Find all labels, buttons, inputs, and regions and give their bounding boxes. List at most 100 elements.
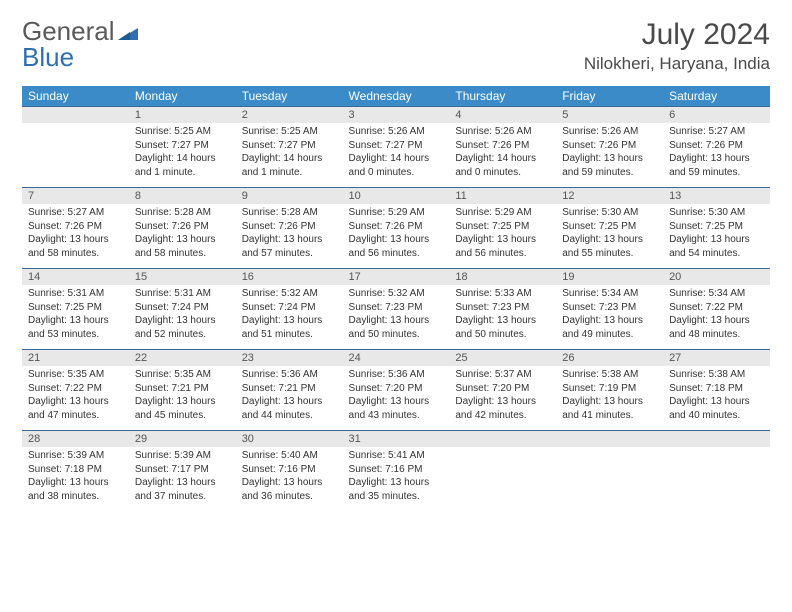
sunset-text: Sunset: 7:24 PM	[135, 301, 230, 315]
day-detail-cell: Sunrise: 5:27 AMSunset: 7:26 PMDaylight:…	[22, 204, 129, 269]
day-detail-cell: Sunrise: 5:26 AMSunset: 7:26 PMDaylight:…	[556, 123, 663, 188]
sunset-text: Sunset: 7:22 PM	[669, 301, 764, 315]
weekday-header: Thursday	[449, 86, 556, 107]
day-number-cell: 23	[236, 350, 343, 367]
day-number-cell: 18	[449, 269, 556, 286]
day-number-cell: 4	[449, 107, 556, 124]
daylight-text: Daylight: 14 hours	[242, 152, 337, 166]
daylight-text: Daylight: 13 hours	[349, 233, 444, 247]
sunrise-text: Sunrise: 5:25 AM	[135, 125, 230, 139]
sunrise-text: Sunrise: 5:39 AM	[28, 449, 123, 463]
daylight-text: Daylight: 13 hours	[242, 233, 337, 247]
daylight-text-2: and 55 minutes.	[562, 247, 657, 261]
sunset-text: Sunset: 7:21 PM	[242, 382, 337, 396]
sunrise-text: Sunrise: 5:25 AM	[242, 125, 337, 139]
day-number-cell: 16	[236, 269, 343, 286]
sunset-text: Sunset: 7:26 PM	[669, 139, 764, 153]
day-detail-cell: Sunrise: 5:39 AMSunset: 7:18 PMDaylight:…	[22, 447, 129, 511]
day-number-cell: 27	[663, 350, 770, 367]
sunset-text: Sunset: 7:24 PM	[242, 301, 337, 315]
sunrise-text: Sunrise: 5:33 AM	[455, 287, 550, 301]
day-detail-cell	[449, 447, 556, 511]
sunset-text: Sunset: 7:26 PM	[455, 139, 550, 153]
day-detail-cell: Sunrise: 5:27 AMSunset: 7:26 PMDaylight:…	[663, 123, 770, 188]
weekday-header: Friday	[556, 86, 663, 107]
sunrise-text: Sunrise: 5:39 AM	[135, 449, 230, 463]
daylight-text: Daylight: 13 hours	[669, 152, 764, 166]
daylight-text-2: and 40 minutes.	[669, 409, 764, 423]
sunrise-text: Sunrise: 5:37 AM	[455, 368, 550, 382]
day-detail-cell: Sunrise: 5:29 AMSunset: 7:25 PMDaylight:…	[449, 204, 556, 269]
sunrise-text: Sunrise: 5:27 AM	[669, 125, 764, 139]
daylight-text: Daylight: 13 hours	[135, 233, 230, 247]
sunrise-text: Sunrise: 5:34 AM	[562, 287, 657, 301]
month-title: July 2024	[584, 18, 770, 52]
daylight-text: Daylight: 13 hours	[562, 233, 657, 247]
daylight-text-2: and 35 minutes.	[349, 490, 444, 504]
sunrise-text: Sunrise: 5:35 AM	[28, 368, 123, 382]
weekday-header: Monday	[129, 86, 236, 107]
sunrise-text: Sunrise: 5:28 AM	[242, 206, 337, 220]
daylight-text-2: and 1 minute.	[242, 166, 337, 180]
daylight-text-2: and 45 minutes.	[135, 409, 230, 423]
sunrise-text: Sunrise: 5:36 AM	[349, 368, 444, 382]
daylight-text: Daylight: 13 hours	[28, 233, 123, 247]
day-number-row: 14151617181920	[22, 269, 770, 286]
sunset-text: Sunset: 7:17 PM	[135, 463, 230, 477]
sunrise-text: Sunrise: 5:31 AM	[28, 287, 123, 301]
day-number-cell: 22	[129, 350, 236, 367]
day-number-cell: 1	[129, 107, 236, 124]
sunset-text: Sunset: 7:21 PM	[135, 382, 230, 396]
day-number-cell: 20	[663, 269, 770, 286]
daylight-text-2: and 58 minutes.	[135, 247, 230, 261]
day-detail-cell: Sunrise: 5:30 AMSunset: 7:25 PMDaylight:…	[663, 204, 770, 269]
sunrise-text: Sunrise: 5:38 AM	[562, 368, 657, 382]
daylight-text: Daylight: 13 hours	[242, 314, 337, 328]
day-detail-cell: Sunrise: 5:25 AMSunset: 7:27 PMDaylight:…	[129, 123, 236, 188]
sunset-text: Sunset: 7:23 PM	[455, 301, 550, 315]
day-number-cell: 15	[129, 269, 236, 286]
day-number-row: 21222324252627	[22, 350, 770, 367]
sunrise-text: Sunrise: 5:30 AM	[562, 206, 657, 220]
day-detail-cell: Sunrise: 5:28 AMSunset: 7:26 PMDaylight:…	[236, 204, 343, 269]
daylight-text-2: and 48 minutes.	[669, 328, 764, 342]
daylight-text: Daylight: 13 hours	[28, 314, 123, 328]
daylight-text-2: and 38 minutes.	[28, 490, 123, 504]
day-number-cell: 10	[343, 188, 450, 205]
sunset-text: Sunset: 7:20 PM	[349, 382, 444, 396]
sunrise-text: Sunrise: 5:29 AM	[349, 206, 444, 220]
daylight-text-2: and 37 minutes.	[135, 490, 230, 504]
sunset-text: Sunset: 7:27 PM	[242, 139, 337, 153]
day-detail-cell: Sunrise: 5:32 AMSunset: 7:23 PMDaylight:…	[343, 285, 450, 350]
daylight-text: Daylight: 13 hours	[455, 233, 550, 247]
sunrise-text: Sunrise: 5:26 AM	[455, 125, 550, 139]
daylight-text: Daylight: 13 hours	[669, 233, 764, 247]
day-number-cell: 11	[449, 188, 556, 205]
day-number-cell: 30	[236, 431, 343, 448]
day-detail-cell: Sunrise: 5:41 AMSunset: 7:16 PMDaylight:…	[343, 447, 450, 511]
daylight-text-2: and 43 minutes.	[349, 409, 444, 423]
sunset-text: Sunset: 7:22 PM	[28, 382, 123, 396]
daylight-text: Daylight: 13 hours	[242, 395, 337, 409]
daylight-text-2: and 56 minutes.	[349, 247, 444, 261]
sunset-text: Sunset: 7:16 PM	[349, 463, 444, 477]
sunset-text: Sunset: 7:16 PM	[242, 463, 337, 477]
sunrise-text: Sunrise: 5:29 AM	[455, 206, 550, 220]
sunrise-text: Sunrise: 5:34 AM	[669, 287, 764, 301]
daylight-text-2: and 51 minutes.	[242, 328, 337, 342]
daylight-text-2: and 53 minutes.	[28, 328, 123, 342]
day-number-cell: 19	[556, 269, 663, 286]
daylight-text-2: and 0 minutes.	[349, 166, 444, 180]
sunrise-text: Sunrise: 5:30 AM	[669, 206, 764, 220]
daylight-text-2: and 1 minute.	[135, 166, 230, 180]
day-detail-cell: Sunrise: 5:40 AMSunset: 7:16 PMDaylight:…	[236, 447, 343, 511]
daylight-text-2: and 58 minutes.	[28, 247, 123, 261]
calendar-table: SundayMondayTuesdayWednesdayThursdayFrid…	[22, 86, 770, 511]
daylight-text: Daylight: 13 hours	[562, 314, 657, 328]
page-header: GeneralBlue July 2024 Nilokheri, Haryana…	[22, 18, 770, 74]
day-number-cell: 7	[22, 188, 129, 205]
day-number-row: 28293031	[22, 431, 770, 448]
daylight-text-2: and 47 minutes.	[28, 409, 123, 423]
day-detail-cell: Sunrise: 5:38 AMSunset: 7:19 PMDaylight:…	[556, 366, 663, 431]
weekday-header: Tuesday	[236, 86, 343, 107]
